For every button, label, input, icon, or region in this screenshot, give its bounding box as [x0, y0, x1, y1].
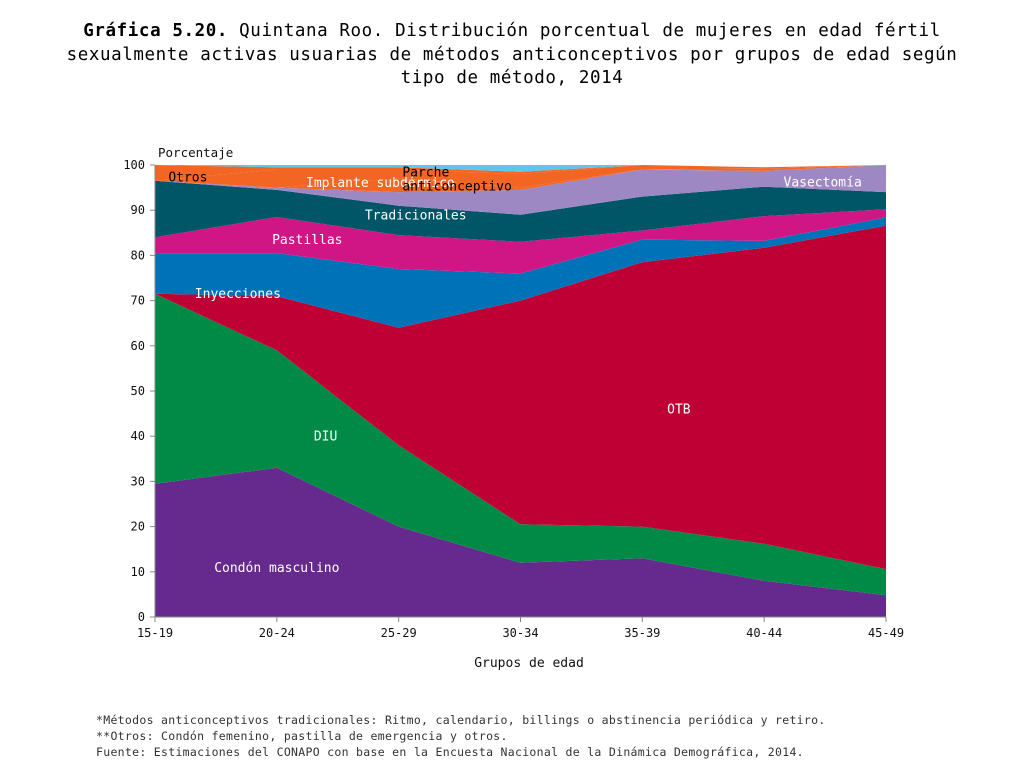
- series-labels-group: Condón masculino DIU OTB Inyecciones Pastill…: [168, 165, 862, 576]
- x-tick-label: 35-39: [624, 626, 660, 640]
- chart-title-prefix: Gráfica 5.20.: [83, 21, 229, 41]
- area-otb: [155, 225, 886, 570]
- x-tick-label: 20-24: [259, 626, 295, 640]
- area-inyecciones: [155, 217, 886, 328]
- series-label-parche: Parche: [402, 165, 449, 180]
- footnote-others: **Otros: Condón femenino, pastilla de em…: [96, 729, 508, 743]
- y-tick-label: 60: [131, 339, 145, 353]
- series-label-inyecciones: Inyecciones: [195, 287, 281, 302]
- x-axis-label: Grupos de edad: [474, 656, 584, 671]
- area-diu: [155, 293, 886, 596]
- x-tick-label: 45-49: [868, 626, 904, 640]
- series-label-condon-masculino: Condón masculino: [214, 561, 339, 576]
- chart-title: Gráfica 5.20. Quintana Roo. Distribución…: [40, 20, 984, 91]
- footnote-source: Fuente: Estimaciones del CONAPO con base…: [96, 745, 804, 759]
- series-label-pastillas: Pastillas: [272, 233, 342, 248]
- y-tick-label: 50: [131, 384, 145, 398]
- y-tick-label: 70: [131, 294, 145, 308]
- series-label-vasectomia: Vasectomía: [784, 176, 862, 191]
- footnotes: *Métodos anticonceptivos tradicionales: …: [96, 712, 996, 760]
- x-tick-label: 25-29: [381, 626, 417, 640]
- area-series-group: [155, 165, 886, 617]
- area-tradicionales: [155, 180, 886, 242]
- x-tick-label: 15-19: [137, 626, 173, 640]
- series-label-otb: OTB: [667, 403, 691, 418]
- y-axis-label: Porcentaje: [158, 145, 233, 160]
- area-pastillas: [155, 209, 886, 274]
- area-vasectomia: [155, 165, 886, 215]
- y-tick-label: 30: [131, 474, 145, 488]
- series-label-implante-subdermico: Implante subdérmico: [306, 176, 455, 191]
- y-tick-label: 0: [138, 610, 145, 624]
- area-parche-anticonceptivo: [155, 165, 886, 193]
- axes-group: 0 10 20 30 40 50 60 70 80 90 100 15-19 20-24 25-29 30-…: [123, 158, 904, 640]
- y-tick-label: 10: [131, 565, 145, 579]
- y-tick-label: 100: [123, 158, 145, 172]
- series-label-otros: Otros: [168, 171, 207, 186]
- stacked-area-chart: 0 10 20 30 40 50 60 70 80 90 100 15-19 20-24 25-29 30-…: [123, 145, 904, 671]
- series-label-anticonceptivo: anticonceptivo: [402, 179, 512, 194]
- area-sin-etiqueta: [155, 165, 886, 172]
- y-tick-label: 80: [131, 248, 145, 262]
- x-tick-label: 30-34: [502, 626, 538, 640]
- x-tick-label: 40-44: [746, 626, 782, 640]
- y-tick-label: 20: [131, 520, 145, 534]
- area-otros: [155, 165, 886, 181]
- area-implante-subdermico: [155, 165, 886, 188]
- y-tick-label: 40: [131, 429, 145, 443]
- series-label-diu: DIU: [314, 430, 337, 445]
- chart-title-text: Quintana Roo. Distribución porcentual de…: [66, 21, 958, 88]
- area-condon-masculino: [155, 467, 886, 617]
- footnote-traditional: *Métodos anticonceptivos tradicionales: …: [96, 713, 826, 727]
- y-tick-label: 90: [131, 203, 145, 217]
- series-label-tradicionales: Tradicionales: [365, 209, 467, 224]
